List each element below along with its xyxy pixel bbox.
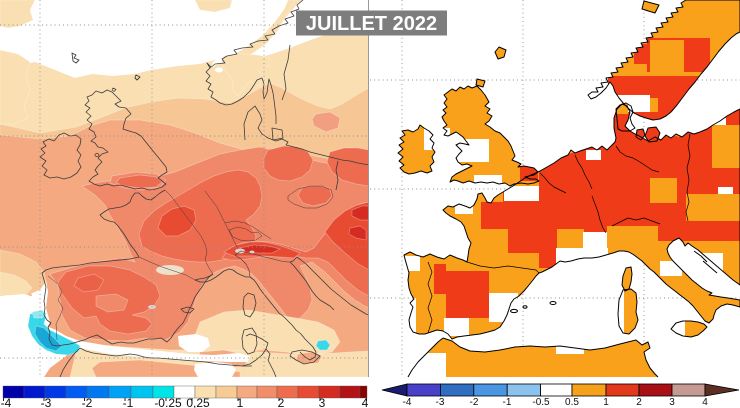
svg-text:-1: -1 <box>503 397 512 408</box>
svg-text:-1: -1 <box>123 396 134 408</box>
svg-text:2: 2 <box>278 396 285 408</box>
svg-text:3: 3 <box>669 397 675 408</box>
svg-text:-0.25: -0.25 <box>154 396 182 408</box>
svg-text:2: 2 <box>636 397 642 408</box>
svg-text:-2: -2 <box>470 397 479 408</box>
svg-text:4: 4 <box>362 396 369 408</box>
svg-text:-4: -4 <box>1 396 12 408</box>
svg-text:-0.5: -0.5 <box>532 397 550 408</box>
svg-text:-2: -2 <box>82 396 93 408</box>
svg-text:JUILLET 2022: JUILLET 2022 <box>306 13 437 35</box>
svg-text:4: 4 <box>702 397 708 408</box>
svg-text:3: 3 <box>319 396 326 408</box>
svg-text:1: 1 <box>603 397 609 408</box>
svg-text:1: 1 <box>237 396 244 408</box>
svg-text:-3: -3 <box>436 397 445 408</box>
svg-text:-4: -4 <box>403 397 412 408</box>
svg-text:-3: -3 <box>41 396 52 408</box>
svg-text:0.5: 0.5 <box>565 397 579 408</box>
svg-text:0,25: 0,25 <box>186 396 210 408</box>
